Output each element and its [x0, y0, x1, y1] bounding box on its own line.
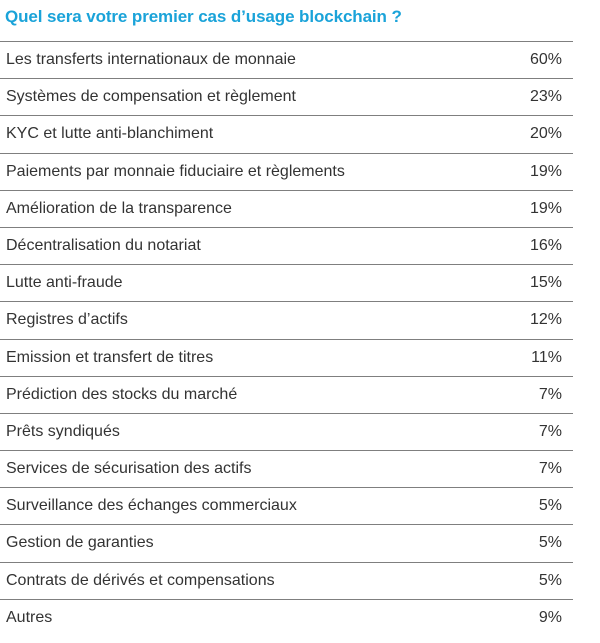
row-label: Lutte anti-fraude: [6, 274, 123, 292]
chart-title: Quel sera votre premier cas d’usage bloc…: [5, 7, 402, 26]
row-label: Emission et transfert de titres: [6, 348, 214, 366]
row-label: KYC et lutte anti-blanchiment: [6, 125, 214, 143]
table-row: Systèmes de compensation et règlement 23%: [0, 78, 573, 115]
row-label: Amélioration de la transparence: [6, 199, 232, 217]
table-row: Surveillance des échanges commerciaux 5%: [0, 487, 573, 524]
row-label: Systèmes de compensation et règlement: [6, 88, 296, 106]
row-value: 11%: [531, 348, 562, 366]
table-row: Contrats de dérivés et compensations 5%: [0, 561, 573, 599]
results-table: Les transferts internationaux de monnaie…: [0, 41, 573, 636]
row-label: Prédiction des stocks du marché: [6, 385, 238, 403]
row-value: 19%: [529, 199, 562, 217]
table-row: Registres d’actifs 12%: [0, 301, 573, 338]
row-value: 16%: [529, 236, 562, 254]
table-row: Lutte anti-fraude 15%: [0, 264, 573, 301]
row-value: 7%: [538, 385, 562, 403]
row-value: 5%: [538, 534, 562, 552]
table-row: Décentralisation du notariat 16%: [0, 226, 573, 264]
row-value: 7%: [538, 422, 562, 440]
row-value: 15%: [529, 274, 562, 292]
row-label: Gestion de garanties: [6, 534, 154, 552]
row-label: Surveillance des échanges commerciaux: [6, 497, 297, 515]
row-label: Services de sécurisation des actifs: [6, 460, 252, 478]
table-row: Autres 9%: [0, 598, 573, 636]
row-label: Décentralisation du notariat: [6, 236, 201, 254]
row-label: Contrats de dérivés et compensations: [6, 571, 275, 589]
row-value: 19%: [529, 162, 562, 180]
row-value: 60%: [529, 51, 562, 68]
row-value: 23%: [529, 88, 562, 106]
table-row: Services de sécurisation des actifs 7%: [0, 450, 573, 487]
table-row: Paiements par monnaie fiduciaire et règl…: [0, 152, 573, 190]
table-row: Emission et transfert de titres 11%: [0, 338, 573, 376]
row-value: 20%: [529, 125, 562, 143]
row-value: 12%: [529, 311, 562, 329]
table-row: Amélioration de la transparence 19%: [0, 189, 573, 227]
row-value: 7%: [538, 460, 562, 478]
table-row: Prédiction des stocks du marché 7%: [0, 375, 573, 413]
row-label: Paiements par monnaie fiduciaire et règl…: [6, 162, 345, 180]
row-label: Registres d’actifs: [6, 311, 128, 329]
row-label: Les transferts internationaux de monnaie: [6, 51, 296, 68]
table-row: Gestion de garanties 5%: [0, 524, 573, 561]
row-value: 5%: [538, 497, 562, 515]
row-label: Autres: [6, 608, 53, 626]
row-value: 5%: [538, 571, 562, 589]
table-row: Les transferts internationaux de monnaie…: [0, 41, 573, 78]
table-row: Prêts syndiqués 7%: [0, 412, 573, 450]
table-row: KYC et lutte anti-blanchiment 20%: [0, 115, 573, 152]
row-label: Prêts syndiqués: [6, 422, 120, 440]
row-value: 9%: [538, 608, 562, 626]
